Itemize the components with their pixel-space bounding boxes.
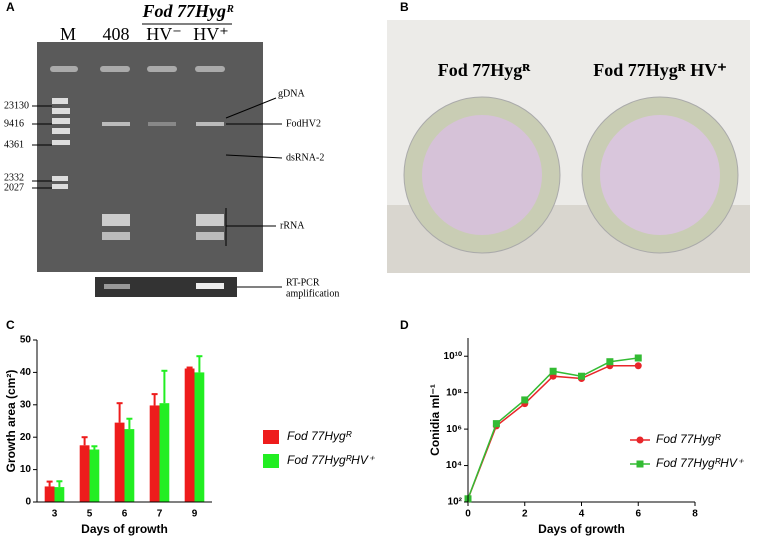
x-tick-label: 4	[579, 509, 585, 520]
panel-letter: A	[6, 0, 15, 14]
y-tick-label: 10⁸	[446, 387, 462, 398]
y-axis-label: Growth area (cm²)	[4, 370, 18, 473]
x-tick-label: 6	[635, 509, 641, 520]
band-label: FodHV2	[286, 118, 321, 129]
panel-letter: C	[6, 318, 15, 332]
gel-image	[37, 42, 263, 272]
legend-label: Fod 77Hygᴿ	[656, 432, 721, 446]
rt-label: RT-PCR	[286, 277, 320, 288]
bar	[79, 445, 90, 502]
colony	[422, 115, 542, 235]
legend-marker	[636, 460, 644, 468]
y-tick-label: 10¹⁰	[444, 351, 462, 362]
bar	[89, 449, 100, 502]
y-tick-label: 30	[20, 399, 32, 410]
panel-letter: B	[400, 0, 409, 14]
legend-label: Fod 77HygᴿHV⁺	[656, 456, 745, 470]
lane-label: M	[60, 24, 76, 44]
bar	[44, 486, 55, 502]
legend-swatch	[263, 454, 279, 468]
y-tick-label: 10²	[448, 497, 463, 508]
bar	[124, 429, 135, 502]
x-tick-label: 7	[157, 509, 163, 520]
marker	[492, 420, 500, 428]
y-tick-label: 10⁴	[446, 460, 462, 471]
pointers	[32, 97, 283, 288]
band-label: gDNA	[278, 88, 305, 99]
y-tick-label: 10	[20, 464, 32, 475]
size-label: 2332	[4, 172, 24, 183]
marker	[634, 362, 642, 370]
size-label: 23130	[4, 100, 29, 111]
plate-label: Fod 77Hygᴿ	[438, 60, 532, 80]
legend-marker	[636, 436, 644, 444]
marker	[634, 354, 642, 362]
colony	[600, 115, 720, 235]
group-label: Fod 77Hygᴿ	[142, 1, 234, 21]
bar	[184, 368, 195, 502]
bar	[194, 372, 205, 502]
lane-label: 408	[103, 24, 130, 44]
x-tick-label: 5	[87, 509, 93, 520]
plate-label: Fod 77Hygᴿ HV⁺	[593, 60, 727, 80]
band-label: dsRNA-2	[286, 152, 324, 163]
y-tick-label: 0	[25, 497, 31, 508]
rt-band	[196, 283, 224, 289]
bar	[149, 405, 160, 502]
x-tick-label: 2	[522, 509, 528, 520]
marker	[578, 372, 585, 380]
x-tick-label: 3	[52, 509, 58, 520]
size-label: 9416	[4, 118, 24, 129]
x-tick-label: 9	[192, 509, 198, 520]
panel-letter: D	[400, 318, 409, 332]
legend-swatch	[263, 430, 279, 444]
rt-label: amplification	[286, 288, 339, 299]
legend-label: Fod 77HygᴿHV⁺	[287, 453, 376, 467]
y-tick-label: 40	[20, 367, 32, 378]
x-tick-label: 8	[692, 509, 698, 520]
x-axis-label: Days of growth	[538, 522, 625, 536]
bar	[54, 487, 65, 502]
size-label: 4361	[4, 139, 24, 150]
marker	[521, 396, 529, 404]
marker	[606, 358, 614, 366]
legend-label: Fod 77Hygᴿ	[287, 429, 352, 443]
bar	[159, 403, 170, 502]
lane-label: HV⁻	[146, 24, 182, 44]
gel-bands	[50, 66, 225, 240]
x-tick-label: 6	[122, 509, 128, 520]
y-axis-label: Conidia ml⁻¹	[428, 384, 442, 456]
x-tick-label: 0	[465, 509, 471, 520]
band-label: rRNA	[280, 220, 305, 231]
rt-pcr-image	[95, 277, 237, 297]
bar	[114, 422, 125, 502]
x-axis-label: Days of growth	[81, 522, 168, 536]
y-tick-label: 10⁶	[446, 424, 462, 435]
size-label: 2027	[4, 182, 24, 193]
y-tick-label: 50	[20, 335, 32, 346]
lane-label: HV⁺	[193, 24, 229, 44]
size-labels: 23130 9416 4361 2332 2027	[4, 100, 29, 193]
marker	[549, 367, 557, 375]
rt-band	[104, 284, 130, 289]
y-tick-label: 20	[20, 432, 32, 443]
